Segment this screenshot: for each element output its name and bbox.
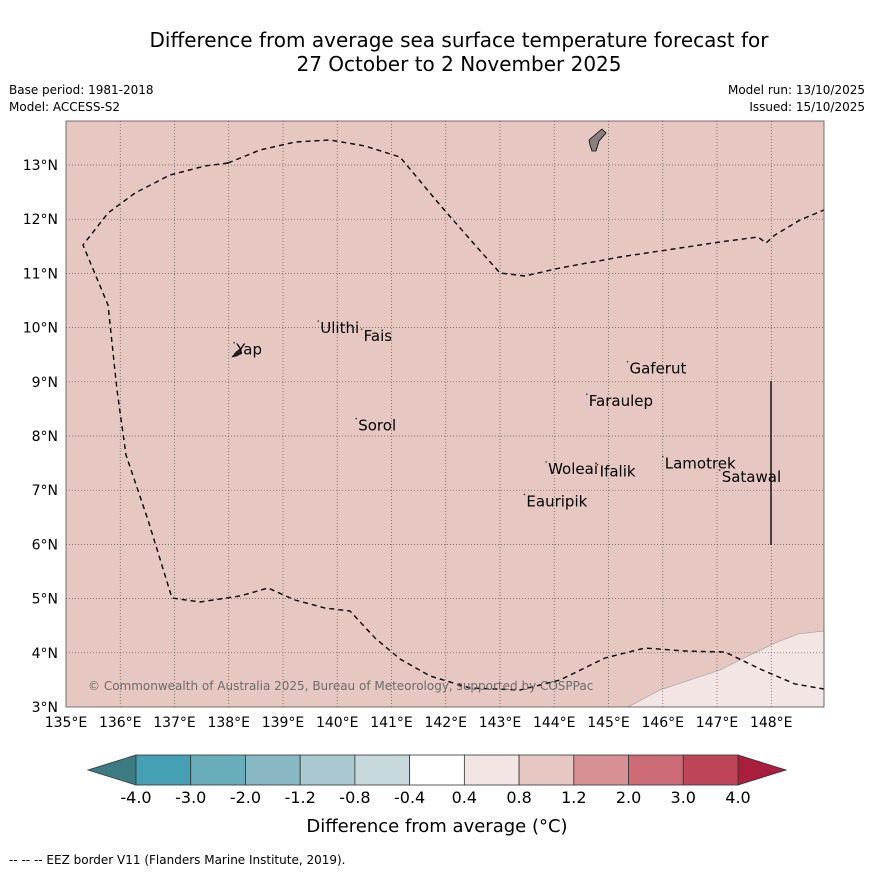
longitude-tick-label: 145°E (587, 715, 630, 731)
colorbar-segment (135, 754, 192, 786)
place-label-woleai: Woleai (548, 460, 598, 478)
colorbar-label: 0.8 (506, 788, 531, 807)
atoll-marker (355, 417, 358, 420)
colorbar-segment (463, 754, 520, 786)
longitude-tick-label: 137°E (153, 715, 196, 731)
colorbar: -4.0 -3.0 -2.0 -1.2 -0.8 -0.4 0.4 0.8 1.2 2.0 3.0 4… (86, 754, 788, 807)
atoll-marker (661, 455, 664, 458)
place-label-yap: Yap (235, 341, 262, 359)
latitude-tick-label: 12°N (23, 212, 58, 228)
latitude-tick-label: 13°N (23, 158, 58, 174)
yap-island (231, 348, 243, 358)
atoll-marker (317, 320, 320, 322)
longitude-tick-label: 146°E (641, 715, 684, 731)
longitude-tick-label: 139°E (262, 715, 305, 731)
model-run: Model run: 13/10/2025 (727, 83, 865, 97)
place-label-eauripik: Eauripik (526, 492, 587, 510)
longitude-ticks: 135°E 136°E 137°E 138°E 139°E 140°E 141°E 142°E… (45, 715, 793, 731)
place-label-satawal: Satawal (722, 468, 781, 486)
guam-island (588, 128, 607, 152)
meta-left: Base period: 1981-2018 Model: ACCESS-S2 (9, 82, 154, 116)
atoll-marker (233, 341, 235, 344)
model-name: Model: ACCESS-S2 (9, 100, 121, 114)
colorbar-segment (245, 754, 301, 786)
colorbar-segment (628, 754, 684, 786)
colorbar-segment (409, 754, 465, 786)
place-labels: Yap Ulithi Fais Sorol Gaferut Faraulep Lamotre… (233, 319, 781, 510)
longitude-tick-label: 142°E (424, 715, 467, 731)
base-period: Base period: 1981-2018 (9, 83, 154, 97)
atoll-marker (523, 493, 526, 496)
latitude-tick-label: 5°N (32, 592, 58, 608)
map-frame (65, 120, 825, 708)
atoll-marker (586, 393, 588, 395)
place-label-sorol: Sorol (358, 417, 396, 435)
place-label-ulithi: Ulithi (320, 319, 359, 337)
longitude-tick-label: 144°E (533, 715, 576, 731)
issued-date: Issued: 15/10/2025 (749, 100, 865, 114)
colorbar-label: -2.0 (230, 788, 261, 807)
meta-right: Model run: 13/10/2025 Issued: 15/10/2025 (728, 82, 865, 116)
atoll-marker (360, 328, 363, 330)
place-label-lamotrek: Lamotrek (665, 455, 736, 473)
longitude-tick-label: 147°E (696, 715, 739, 731)
map-panel: Yap Ulithi Fais Sorol Gaferut Faraulep Lamotre… (65, 120, 825, 708)
title-line-2: 27 October to 2 November 2025 (296, 52, 622, 76)
anomaly-background (66, 121, 824, 707)
longitude-tick-label: 143°E (479, 715, 522, 731)
colorbar-label: -0.8 (339, 788, 370, 807)
place-label-ifalik: Ifalik (600, 463, 636, 481)
longitude-tick-label: 141°E (370, 715, 413, 731)
colorbar-under-arrow (86, 754, 137, 786)
atoll-marker (626, 360, 629, 363)
latitude-tick-label: 7°N (32, 483, 58, 499)
title-line-1: Difference from average sea surface temp… (149, 28, 769, 52)
colorbar-label: 3.0 (671, 788, 696, 807)
place-label-faraulep: Faraulep (589, 392, 653, 410)
atoll-marker (718, 469, 721, 471)
colorbar-label: -4.0 (120, 788, 151, 807)
latitude-tick-label: 3°N (32, 700, 58, 716)
longitude-tick-label: 138°E (207, 715, 250, 731)
atoll-marker (596, 463, 599, 466)
eez-border-west-south (82, 162, 825, 691)
colorbar-label: 4.0 (725, 788, 750, 807)
longitude-tick-label: 140°E (316, 715, 359, 731)
colorbar-segment (573, 754, 629, 786)
latitude-tick-label: 10°N (23, 321, 58, 337)
longitude-tick-label: 135°E (45, 715, 88, 731)
colorbar-label: 2.0 (616, 788, 641, 807)
atoll-marker (545, 461, 547, 463)
latitude-ticks: 3°N 4°N 5°N 6°N 7°N 8°N 9°N 10°N 11°N 12°N 13°N (23, 158, 58, 716)
grid-lines (66, 121, 824, 707)
colorbar-segment (518, 754, 575, 786)
colorbar-label: 1.2 (561, 788, 586, 807)
longitude-tick-label: 148°E (750, 715, 793, 731)
copyright-notice: © Commonwealth of Australia 2025, Bureau… (88, 679, 593, 693)
latitude-tick-label: 6°N (32, 537, 58, 553)
colorbar-segment (682, 754, 739, 786)
colorbar-segment (299, 754, 356, 786)
colorbar-title: Difference from average (°C) (306, 816, 567, 837)
latitude-tick-label: 11°N (23, 266, 58, 282)
chart-title: Difference from average sea surface temp… (0, 28, 873, 76)
colorbar-segment (354, 754, 411, 786)
latitude-tick-label: 8°N (32, 429, 58, 445)
latitude-tick-label: 9°N (32, 375, 58, 391)
place-label-gaferut: Gaferut (629, 360, 686, 378)
colorbar-label: 0.4 (452, 788, 477, 807)
colorbar-label: -0.4 (394, 788, 425, 807)
latitude-tick-label: 4°N (32, 646, 58, 662)
colorbar-segment (190, 754, 246, 786)
place-label-fais: Fais (364, 327, 393, 345)
colorbar-label: -3.0 (175, 788, 206, 807)
colorbar-label: -1.2 (285, 788, 316, 807)
eez-legend-note: -- -- -- EEZ border V11 (Flanders Marine… (9, 853, 346, 867)
longitude-tick-label: 136°E (99, 715, 142, 731)
colorbar-over-arrow (737, 754, 788, 786)
